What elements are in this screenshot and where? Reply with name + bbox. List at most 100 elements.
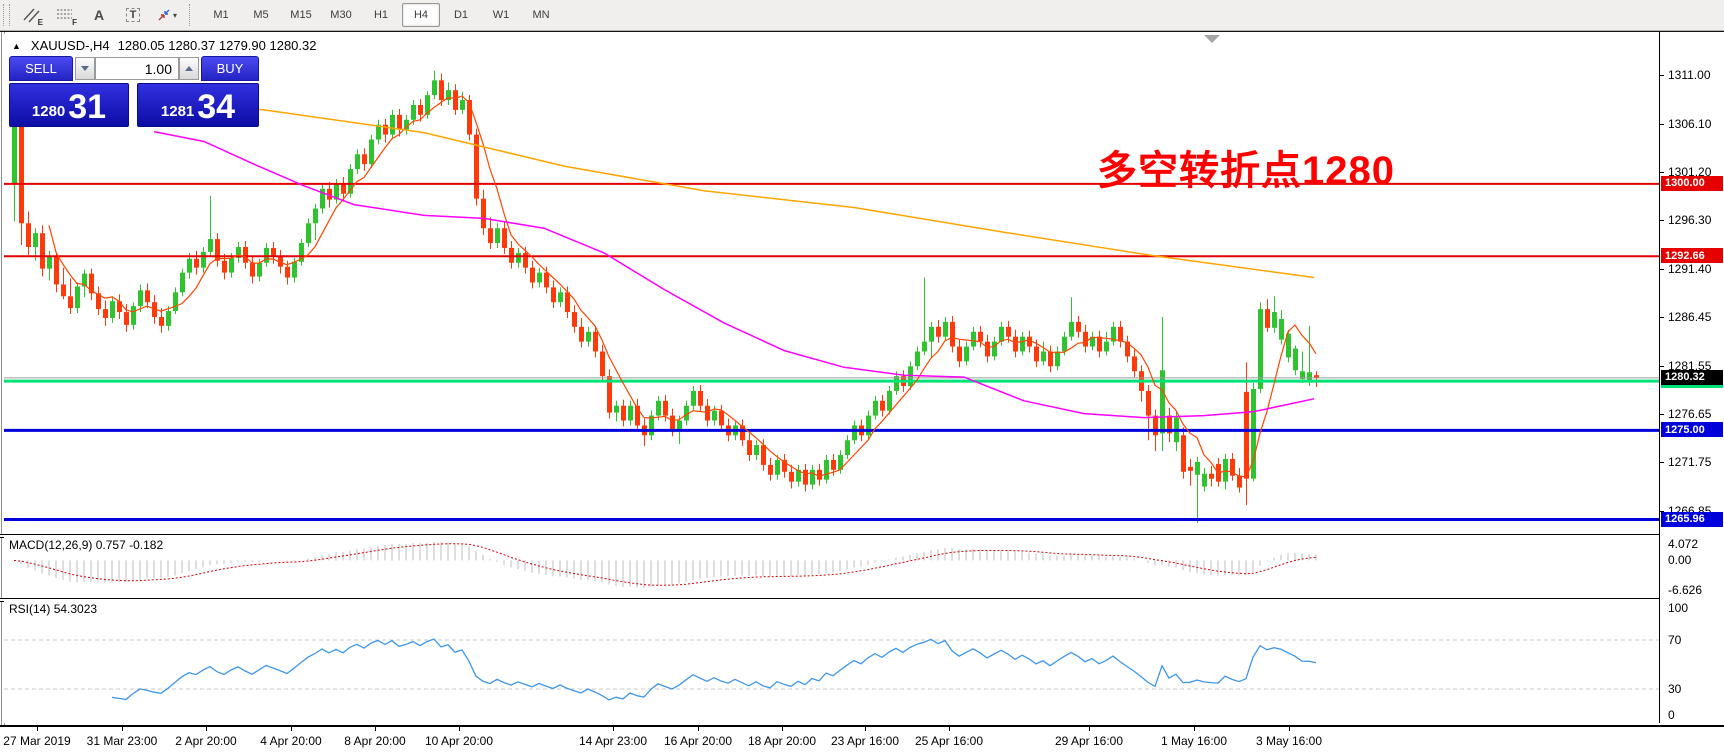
buy-button[interactable]: BUY (201, 56, 259, 81)
price-tick-label: 1311.00 (1668, 68, 1711, 83)
axis-tick (1660, 268, 1664, 270)
buy-price-pips: 34 (197, 88, 236, 126)
timeframe-button-MN[interactable]: MN (532, 9, 550, 21)
axis-tick (1660, 365, 1664, 367)
price-tick-label: 1291.40 (1668, 261, 1712, 276)
axis-tick (1660, 510, 1664, 512)
chart-window: ▲ XAUUSD-,H4 1280.05 1280.37 1279.90 128… (0, 31, 1724, 754)
main-chart-canvas[interactable] (4, 34, 1659, 534)
time-tick (459, 727, 460, 731)
macd-label: MACD(12,26,9) 0.757 -0.182 (9, 538, 164, 552)
time-tick-label: 31 Mar 23:00 (86, 734, 158, 748)
spinner-up-icon (185, 66, 193, 71)
axis-tick (1660, 414, 1664, 416)
timeframe-button-W1[interactable]: W1 (492, 9, 510, 21)
rsi-panel[interactable]: RSI(14) 54.3023 (4, 600, 1659, 723)
text-label-tool-icon[interactable]: T (118, 2, 148, 28)
macd-tick-label: 0.00 (1668, 553, 1692, 568)
buy-price-display[interactable]: 1281 34 (137, 83, 259, 127)
timeframe-button-D1[interactable]: D1 (453, 9, 469, 21)
equidistant-channel-tool-icon[interactable]: E (16, 2, 46, 28)
time-tick (37, 727, 38, 731)
time-tick-label: 14 Apr 23:00 (578, 734, 648, 748)
one-click-trade-panel: SELL BUY 1280 31 1281 34 (9, 56, 259, 127)
rsi-tick-label: 0 (1668, 708, 1675, 722)
ohlc-values: 1280.05 1280.37 1279.90 1280.32 (117, 38, 317, 53)
time-tick-label: 2 Apr 20:00 (175, 734, 237, 748)
sell-price-main: 1280 (31, 103, 66, 120)
macd-tick-label: 4.072 (1668, 537, 1699, 551)
time-tick-label: 4 Apr 20:00 (260, 734, 322, 748)
time-tick (949, 727, 950, 731)
collapse-icon[interactable]: ▲ (12, 40, 21, 51)
price-tick-label: 1276.65 (1668, 407, 1712, 422)
chart-text-annotation[interactable]: 多空转折点1280 (1097, 149, 1395, 193)
time-tick (122, 727, 123, 731)
time-tick-label: 10 Apr 20:00 (424, 734, 494, 748)
axis-tick (1660, 75, 1664, 77)
level-price-badge: 1300.00 (1661, 175, 1723, 191)
time-tick (1089, 727, 1090, 731)
timeframe-button-H1[interactable]: H1 (373, 9, 389, 21)
spinner-down-icon (81, 66, 89, 71)
time-tick-label: 27 Mar 2019 (3, 734, 71, 748)
volume-input[interactable] (95, 57, 179, 80)
level-price-badge: 1292.66 (1661, 248, 1723, 264)
text-tool-icon[interactable]: A (93, 7, 105, 23)
price-tick-label: 1301.20 (1668, 165, 1712, 180)
time-tick-label: 1 May 16:00 (1160, 734, 1228, 748)
rsi-label: RSI(14) 54.3023 (9, 602, 98, 616)
fibonacci-retracement-tool-icon[interactable]: F (57, 9, 77, 27)
rsi-canvas[interactable] (4, 600, 1659, 723)
time-tick-label: 23 Apr 16:00 (830, 734, 900, 748)
axis-tick (1660, 317, 1664, 319)
timeframe-button-M1[interactable]: M1 (213, 9, 229, 21)
time-tick-label: 16 Apr 20:00 (663, 734, 733, 748)
time-tick-label: 29 Apr 16:00 (1054, 734, 1124, 748)
rsi-tick-label: 70 (1668, 633, 1682, 647)
time-tick-label: 3 May 16:00 (1255, 734, 1323, 748)
chart-scroll-marker-icon[interactable] (1204, 35, 1220, 43)
time-tick (1194, 727, 1195, 731)
price-tick-label: 1286.45 (1668, 310, 1712, 325)
price-tick-label: 1306.10 (1668, 116, 1712, 131)
level-price-badge: 1265.96 (1661, 511, 1723, 527)
level-price-badge: 1275.00 (1661, 422, 1723, 438)
trade-controls-row: SELL BUY (9, 56, 259, 82)
axis-tick (1660, 123, 1664, 125)
timeframe-button-M30[interactable]: M30 (330, 9, 352, 21)
time-tick (1289, 727, 1290, 731)
macd-canvas[interactable] (4, 536, 1659, 598)
axis-tick (1660, 220, 1664, 222)
time-tick-label: 18 Apr 20:00 (747, 734, 817, 748)
current-price-badge: 1280.32 (1661, 369, 1723, 385)
time-tick (698, 727, 699, 731)
macd-tick-label: -6.626 (1668, 583, 1703, 597)
timeframe-button-M15[interactable]: M15 (290, 9, 312, 21)
time-tick (865, 727, 866, 731)
toolbar-drag-handle[interactable] (3, 4, 10, 26)
buy-price-main: 1281 (160, 103, 195, 120)
timeframe-button-H4[interactable]: H4 (402, 3, 440, 27)
price-tick-label: 1296.30 (1668, 213, 1712, 228)
chart-title: ▲ XAUUSD-,H4 1280.05 1280.37 1279.90 128… (12, 38, 316, 53)
volume-increase-button[interactable] (179, 57, 199, 80)
toolbar: E F A T ▾ M1 M5 M15 M30 H1 H4 D1 W1 MN (0, 0, 1724, 31)
time-tick (375, 727, 376, 731)
macd-panel[interactable]: MACD(12,26,9) 0.757 -0.182 (4, 536, 1659, 598)
time-tick-label: 8 Apr 20:00 (344, 734, 406, 748)
price-axis[interactable]: 1311.00 1306.10 1301.20 1296.30 1291.40 1286.… (1659, 32, 1724, 723)
time-axis[interactable]: 27 Mar 2019 31 Mar 23:00 2 Apr 20:00 4 Apr … (0, 725, 1724, 754)
sell-price-display[interactable]: 1280 31 (9, 83, 129, 127)
sell-price-pips: 31 (68, 88, 107, 126)
price-tick-label: 1281.55 (1668, 358, 1712, 373)
arrow-tools-icon[interactable]: ▾ (152, 2, 182, 28)
symbol-period-label: XAUUSD-,H4 (30, 38, 110, 53)
main-chart-panel[interactable]: ▲ XAUUSD-,H4 1280.05 1280.37 1279.90 128… (4, 34, 1659, 534)
sell-button[interactable]: SELL (9, 56, 73, 81)
toolbar-separator (189, 4, 196, 26)
volume-decrease-button[interactable] (75, 57, 95, 80)
axis-tick (1660, 462, 1664, 464)
timeframe-button-M5[interactable]: M5 (253, 9, 269, 21)
time-tick (613, 727, 614, 731)
